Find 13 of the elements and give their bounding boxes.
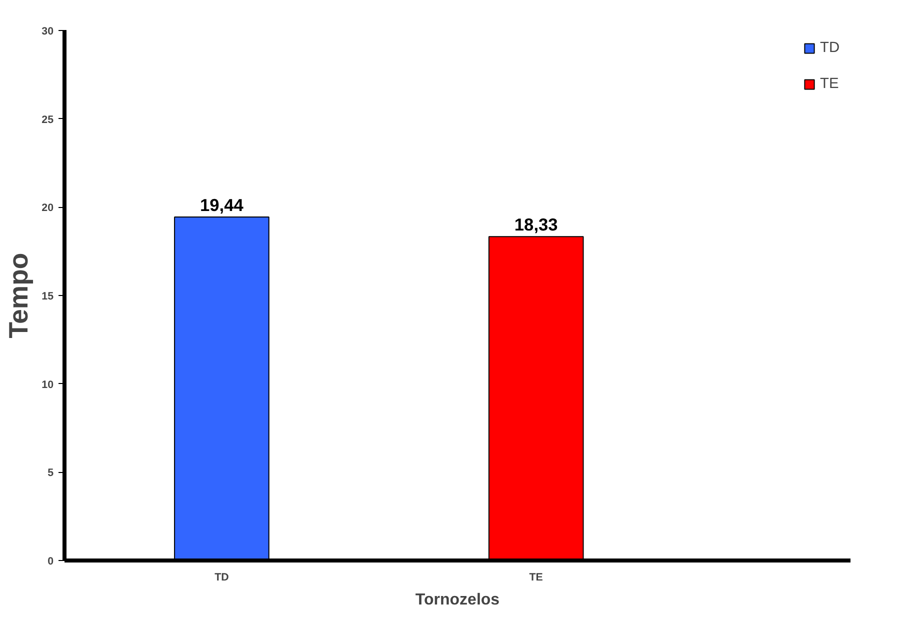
y-tick-label: 5 <box>48 467 54 480</box>
y-tick-label: 20 <box>42 202 54 214</box>
x-axis-title: Tornozelos <box>415 592 500 608</box>
y-tick-label: 30 <box>42 26 54 38</box>
y-axis-title: Tempo <box>4 252 34 338</box>
legend-label: TE <box>820 76 840 92</box>
legend-label: TD <box>820 40 840 56</box>
y-tick-label: 15 <box>42 290 54 302</box>
y-tick-label: 0 <box>48 556 54 568</box>
data-label: 18,33 <box>514 214 558 235</box>
y-tick-label: 25 <box>42 114 54 126</box>
data-label: 19,44 <box>200 195 244 216</box>
y-tick-label: 10 <box>42 378 54 391</box>
